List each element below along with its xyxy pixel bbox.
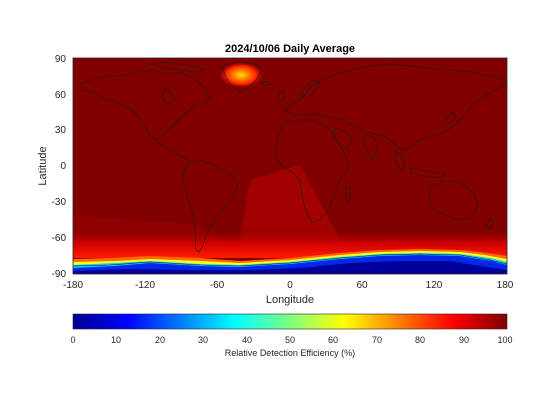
coast-greenland (221, 61, 263, 93)
colorbar-tick-label: 90 (459, 335, 469, 345)
coast-iceland (261, 80, 272, 87)
coast-indonesia (409, 167, 446, 179)
coast-north-america (79, 69, 211, 141)
coast-india (363, 133, 379, 161)
coast-se-asia (394, 149, 406, 171)
colorbar-tick-label: 100 (497, 335, 512, 345)
colorbar-tick-label: 0 (70, 335, 75, 345)
y-tick-label: 30 (55, 125, 67, 136)
coast-arctic-islands (149, 61, 206, 73)
coast-scandinavia (299, 79, 321, 97)
colorbar: 0 10 20 30 40 50 60 70 80 90 100 Relativ… (70, 313, 513, 358)
x-axis: -180 -120 -60 0 60 120 180 (63, 280, 514, 291)
colorbar-label: Relative Detection Efficiency (%) (225, 348, 355, 358)
coast-madagascar (344, 185, 352, 205)
colorbar-tick-label: 80 (415, 335, 425, 345)
x-tick-label: 120 (426, 280, 443, 291)
y-tick-label: 90 (55, 54, 67, 65)
x-tick-label: 0 (287, 280, 293, 291)
coast-australia (429, 179, 479, 221)
colorbar-tick-label: 10 (111, 335, 121, 345)
x-tick-label: -120 (135, 280, 155, 291)
coast-uk (277, 89, 286, 102)
colorbar-tick-label: 60 (328, 335, 338, 345)
x-tick-label: -60 (210, 280, 225, 291)
colorbar-tick-label: 50 (285, 335, 295, 345)
coast-africa (275, 119, 349, 223)
coast-new-zealand (485, 217, 495, 231)
y-axis-label: Latitude (37, 146, 49, 185)
coast-eurasia (284, 63, 507, 151)
coast-antarctica (73, 253, 507, 267)
x-tick-label: 60 (356, 280, 368, 291)
x-tick-label: 180 (497, 280, 514, 291)
x-tick-label: -180 (63, 280, 83, 291)
x-axis-label: Longitude (266, 294, 314, 306)
y-tick-label: -30 (52, 197, 67, 208)
y-tick-label: -60 (52, 233, 67, 244)
y-tick-label: 60 (55, 90, 67, 101)
coastlines (73, 61, 507, 267)
coast-south-america (182, 159, 239, 253)
map-frame (72, 57, 508, 275)
y-tick-label: 0 (60, 161, 66, 172)
colorbar-tick-label: 30 (198, 335, 208, 345)
greenland-hotspot (219, 62, 263, 88)
colorbar-tick-label: 70 (372, 335, 382, 345)
colorbar-tick-label: 20 (155, 335, 165, 345)
antarctic-darkblue-region (73, 261, 507, 274)
y-tick-label: -90 (52, 269, 67, 280)
coast-central-america (154, 139, 191, 163)
colorbar-tick-label: 40 (242, 335, 252, 345)
map-plot (73, 58, 507, 274)
map-title: 2024/10/06 Daily Average (225, 43, 355, 55)
colorbar-gradient (72, 313, 508, 330)
coast-japan (445, 111, 457, 125)
coast-hudson (161, 87, 176, 105)
y-axis: 90 60 30 0 -30 -60 -90 (52, 54, 67, 280)
